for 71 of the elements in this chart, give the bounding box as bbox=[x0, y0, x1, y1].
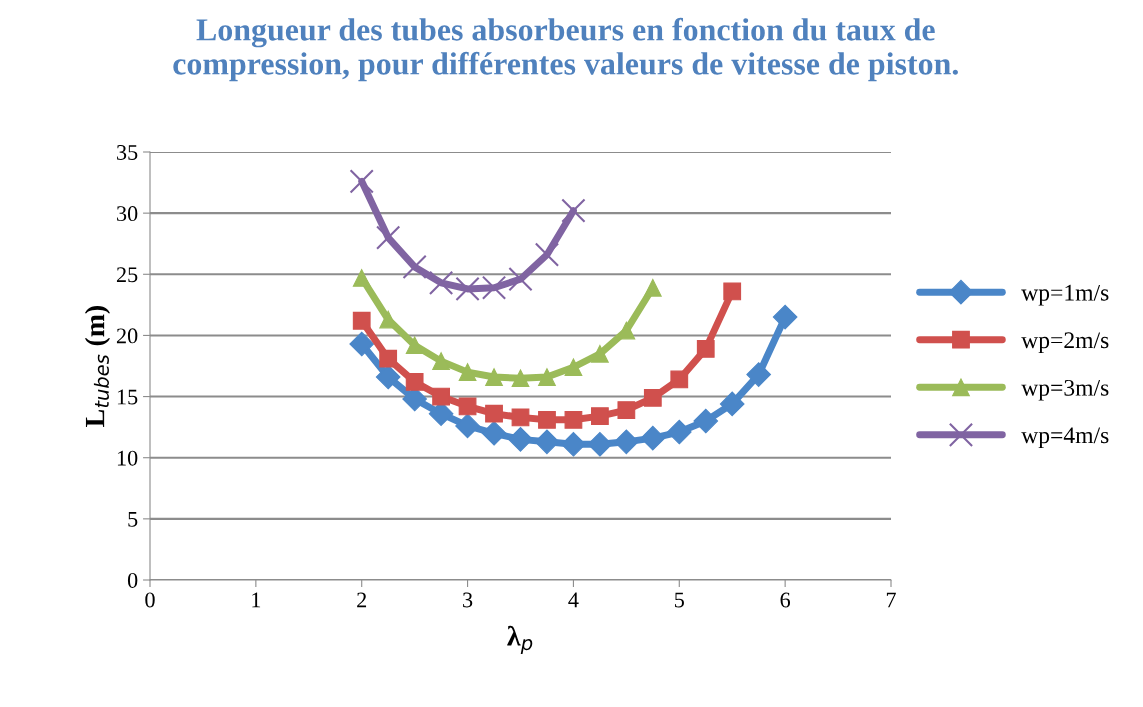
point bbox=[508, 267, 533, 292]
point bbox=[508, 427, 533, 452]
point bbox=[352, 311, 371, 330]
point bbox=[561, 431, 586, 457]
y-tick-label: 20 bbox=[116, 328, 138, 344]
x-tick-label: 5 bbox=[675, 592, 684, 608]
y-tick-label: 0 bbox=[127, 572, 138, 588]
point bbox=[349, 169, 374, 194]
point bbox=[352, 269, 371, 287]
point bbox=[696, 339, 715, 358]
y-axis-title: L$_{tubes}$ (m) bbox=[84, 306, 111, 427]
y-tick-label: 5 bbox=[128, 512, 138, 527]
point bbox=[376, 225, 401, 250]
legend-label: wp=4m/s bbox=[1021, 427, 1109, 449]
point bbox=[772, 304, 798, 330]
point bbox=[591, 407, 609, 426]
point bbox=[564, 410, 583, 429]
point bbox=[693, 408, 719, 434]
y-tick-label: 30 bbox=[117, 206, 138, 222]
point bbox=[458, 363, 477, 382]
point bbox=[432, 352, 450, 370]
x-tick-label: 2 bbox=[357, 592, 367, 608]
y-tick-label: 35 bbox=[117, 144, 138, 160]
point bbox=[485, 404, 503, 423]
x-tick-label: 7 bbox=[886, 592, 896, 608]
point bbox=[349, 331, 375, 357]
point bbox=[640, 425, 666, 451]
point bbox=[587, 431, 613, 457]
point bbox=[405, 336, 424, 355]
point bbox=[670, 370, 689, 389]
point bbox=[746, 362, 772, 387]
point bbox=[643, 388, 662, 407]
point bbox=[666, 419, 692, 445]
point bbox=[432, 387, 450, 406]
point bbox=[481, 275, 507, 300]
y-tick-label: 25 bbox=[116, 267, 138, 283]
x-tick-label: 1 bbox=[252, 592, 261, 608]
point bbox=[458, 397, 477, 416]
point bbox=[591, 344, 609, 363]
point bbox=[564, 358, 583, 377]
point bbox=[617, 401, 636, 419]
x-tick-label: 6 bbox=[780, 592, 791, 608]
point bbox=[402, 254, 427, 280]
point bbox=[481, 420, 507, 446]
chart-title: Longueur des tubes absorbeurs en fonction du taux de compression, pour différentes valeurs de vitesse de piston. bbox=[173, 17, 958, 82]
point bbox=[455, 276, 480, 302]
y-tick-label: 10 bbox=[117, 450, 138, 466]
x-tick-label: 4 bbox=[568, 592, 579, 608]
point bbox=[538, 368, 556, 386]
point bbox=[379, 349, 398, 368]
point bbox=[534, 242, 560, 267]
legend-label: wp=2m/s bbox=[1021, 332, 1109, 354]
point bbox=[511, 369, 530, 388]
x-tick-label: 3 bbox=[463, 592, 473, 608]
x-tick-label: 0 bbox=[145, 592, 155, 608]
legend-label: wp=3m/s bbox=[1021, 379, 1109, 401]
point bbox=[485, 368, 503, 386]
x-axis-title: λ$_{p}$ bbox=[507, 625, 533, 655]
point bbox=[719, 391, 745, 417]
y-tick-label: 15 bbox=[117, 389, 138, 405]
point bbox=[534, 429, 560, 455]
point bbox=[455, 413, 480, 439]
point bbox=[723, 282, 742, 301]
point bbox=[405, 373, 424, 391]
point bbox=[538, 410, 556, 429]
legend-label: wp=1m/s bbox=[1021, 284, 1109, 306]
point bbox=[643, 278, 662, 297]
point bbox=[561, 198, 586, 223]
point bbox=[614, 429, 639, 455]
point bbox=[428, 270, 454, 295]
point bbox=[511, 408, 530, 427]
